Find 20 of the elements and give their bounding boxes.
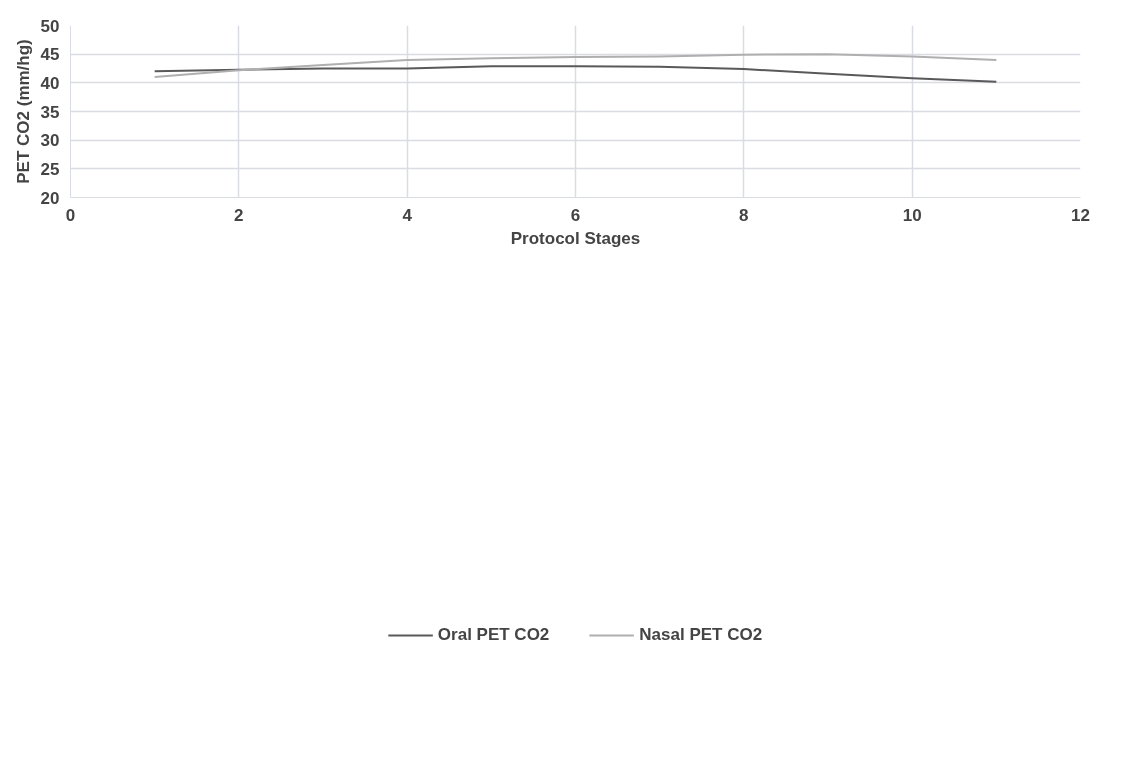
x-tick-label: 10 xyxy=(902,205,922,225)
y-axis-title: PET CO2 (mm/hg) xyxy=(13,39,33,184)
x-tick-label: 12 xyxy=(1071,205,1090,225)
x-axis-title: Protocol Stages xyxy=(510,228,641,248)
y-tick-label: 40 xyxy=(40,73,60,93)
legend-label: Oral PET CO2 xyxy=(437,625,550,645)
y-tick-label: 45 xyxy=(40,45,60,65)
y-tick-label: 25 xyxy=(40,159,60,179)
x-tick-label: 4 xyxy=(402,205,413,225)
x-tick-label: 8 xyxy=(739,205,749,225)
y-tick-label: 50 xyxy=(40,16,60,36)
y-tick-label: 20 xyxy=(40,188,60,208)
x-tick-label: 2 xyxy=(234,205,244,225)
legend-label: Nasal PET CO2 xyxy=(639,625,763,645)
line-series xyxy=(153,53,998,79)
x-tick-label: 0 xyxy=(65,205,76,225)
x-tick-label: 6 xyxy=(570,205,581,225)
y-tick-label: 30 xyxy=(40,131,60,151)
y-tick-label: 35 xyxy=(40,102,60,122)
line-series xyxy=(153,65,998,83)
